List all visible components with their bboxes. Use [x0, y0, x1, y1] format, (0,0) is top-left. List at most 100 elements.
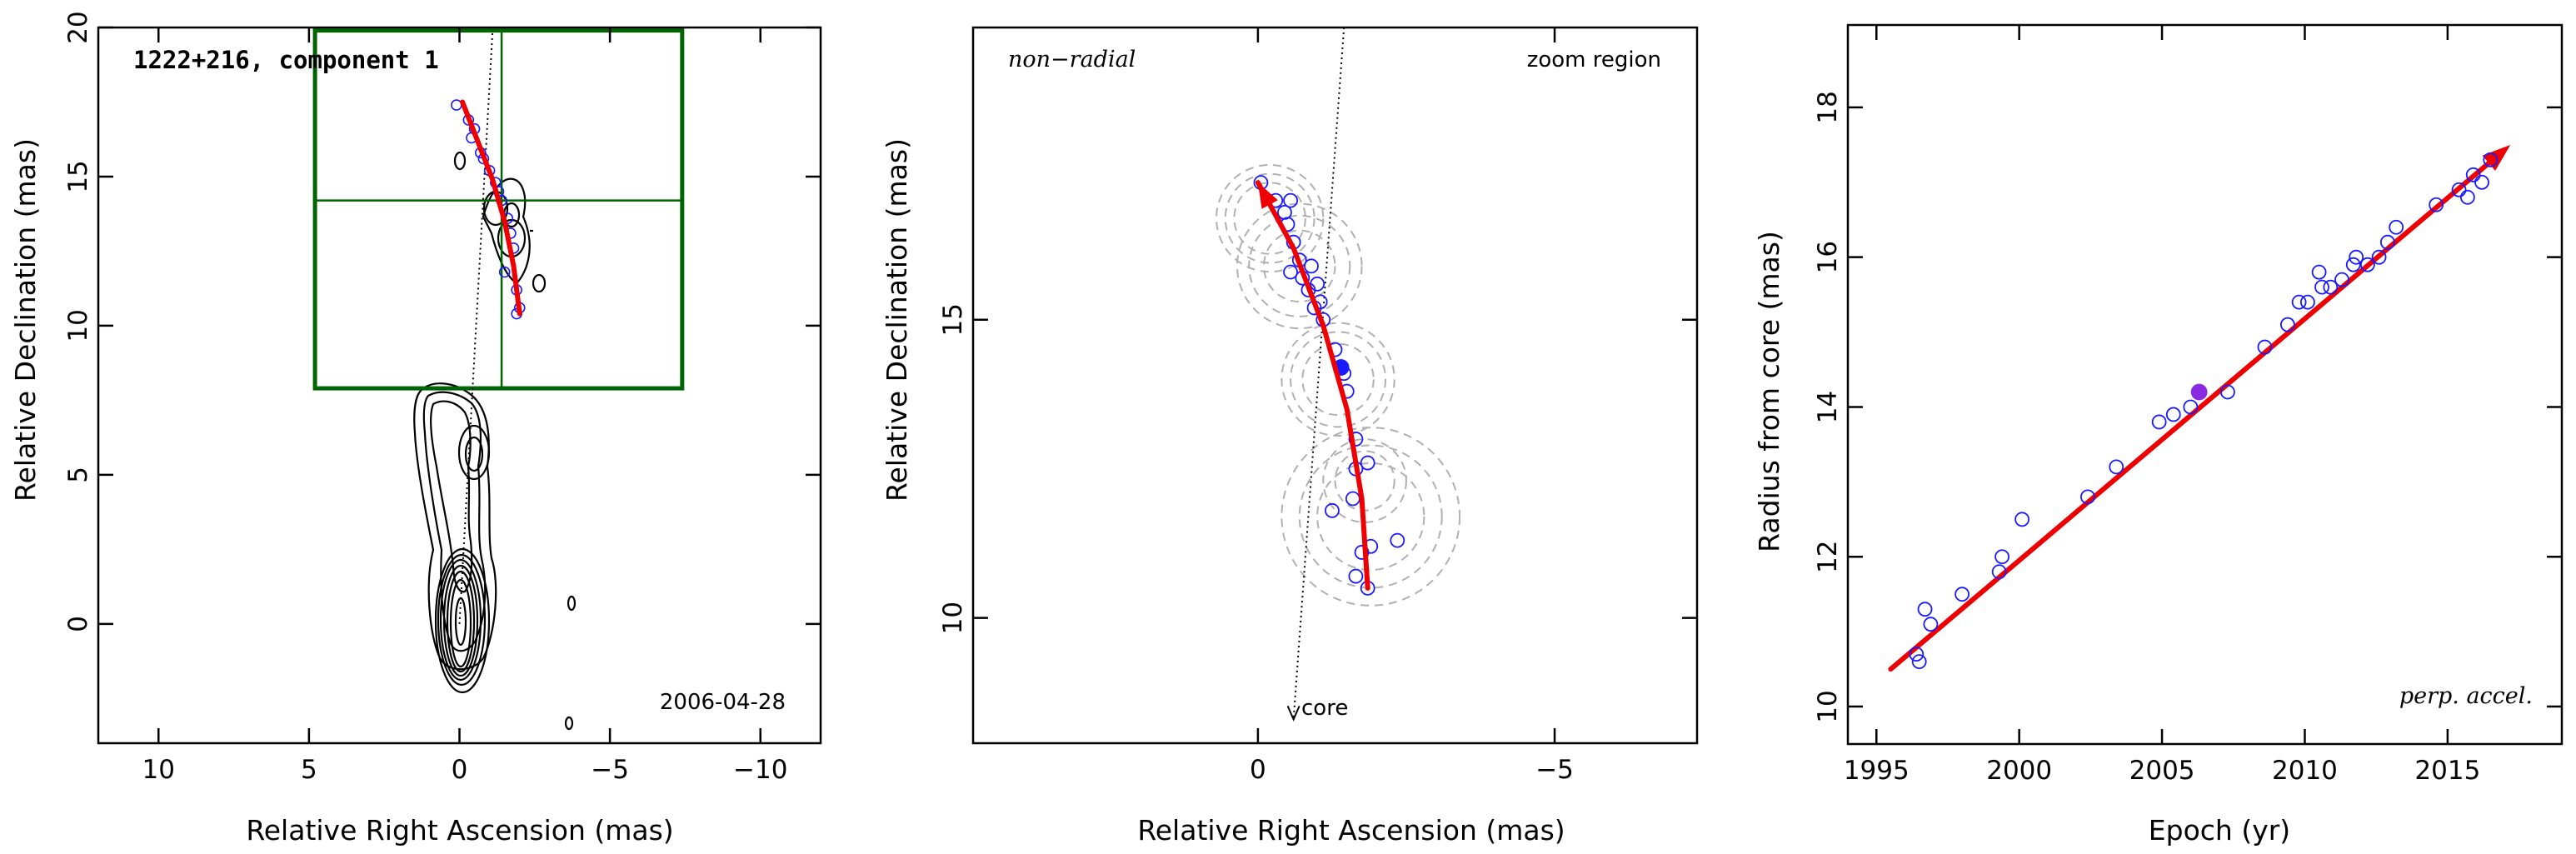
- radius-axes: 1995 2000 2005 2010 2015 10 12 14 16 18: [1813, 23, 2564, 786]
- non-radial-label: non−radial: [1008, 47, 1136, 72]
- map-y-tick-label: 10: [63, 309, 93, 342]
- data-point: [1360, 455, 1375, 471]
- data-point: [2334, 272, 2349, 287]
- radius-fit-arrow: [1888, 144, 2511, 672]
- ghost-circle: [1290, 331, 1387, 428]
- ghost-circles: [1216, 163, 1461, 607]
- data-point: [2280, 317, 2295, 332]
- data-point: [2300, 294, 2315, 310]
- data-point: [2379, 234, 2395, 250]
- map-x-tick-label: 10: [142, 755, 175, 785]
- zoom-panel: 0 −5 10 15 non−radial zoom region core Rela…: [881, 26, 1699, 847]
- map-x-axis-title: Relative Right Ascension (mas): [246, 814, 673, 847]
- data-point: [451, 99, 462, 111]
- data-point: [2429, 197, 2444, 212]
- data-point: [1923, 617, 1939, 632]
- date-label: 2006-04-28: [660, 690, 786, 715]
- radius-points: [1909, 152, 2499, 670]
- fit-line: [1888, 160, 2492, 672]
- radius-x-tick-label: 1995: [1844, 756, 1910, 786]
- map-frame: [97, 26, 822, 745]
- data-point: [1390, 532, 1405, 548]
- data-point: [1954, 587, 1970, 602]
- radius-y-tick-label: 14: [1813, 391, 1843, 423]
- zoom-region-label: zoom region: [1527, 47, 1661, 72]
- data-point: [1310, 276, 1325, 292]
- zoom-x-axis-title: Relative Right Ascension (mas): [1137, 814, 1565, 847]
- data-point: [2314, 279, 2329, 295]
- zoom-box-frame: [312, 28, 685, 391]
- ghost-circle: [1224, 172, 1315, 264]
- map-y-tick-label: 15: [63, 160, 93, 192]
- map-title: 1222+216, component 1: [133, 46, 439, 74]
- data-point: [2371, 249, 2387, 265]
- data-point: [2257, 339, 2273, 355]
- ghost-circle: [1281, 427, 1461, 607]
- core-arrowhead: [1286, 705, 1300, 722]
- highlight-point: [2190, 383, 2208, 401]
- zoom-y-tick-label: 15: [938, 303, 968, 336]
- ghost-circle: [1322, 438, 1407, 523]
- ghost-circle: [1263, 229, 1336, 303]
- radius-x-tick-label: 2015: [2414, 756, 2480, 786]
- ghost-circle: [1281, 322, 1395, 437]
- data-point: [1991, 564, 2007, 580]
- data-point: [1283, 192, 1298, 208]
- ghost-circle: [1233, 182, 1306, 255]
- radius-y-tick-label: 12: [1813, 541, 1843, 573]
- radius-x-tick-label: 2000: [1986, 756, 2052, 786]
- fit-curve: [460, 99, 522, 317]
- ghost-circle: [1334, 450, 1395, 512]
- ghost-circle: [1301, 342, 1375, 417]
- data-point: [2080, 489, 2095, 505]
- data-point: [2345, 257, 2361, 272]
- data-point: [2151, 414, 2167, 430]
- data-point: [498, 266, 511, 278]
- data-point: [2483, 152, 2499, 167]
- data-point: [1911, 654, 1927, 670]
- data-point: [2311, 264, 2327, 280]
- data-point: [2291, 294, 2307, 310]
- fit-curve-line: [460, 99, 522, 317]
- core-path-line: [458, 30, 494, 624]
- data-point: [1348, 568, 1364, 584]
- ghost-circle: [1236, 202, 1363, 330]
- data-point: [2323, 279, 2339, 295]
- data-point: [2474, 174, 2489, 190]
- map-y-tick-label: 0: [63, 616, 93, 632]
- radius-x-tick-label: 2005: [2129, 756, 2195, 786]
- data-point: [2389, 219, 2404, 235]
- map-x-tick-label: −10: [733, 755, 787, 785]
- radius-y-tick-label: 16: [1813, 241, 1843, 273]
- data-point: [1304, 258, 1319, 274]
- map-y-tick-label: 5: [63, 467, 93, 483]
- data-point: [1909, 647, 1925, 662]
- zoom-y-tick-label: 10: [938, 602, 968, 634]
- map-x-tick-label: 5: [301, 755, 317, 785]
- data-point: [1283, 264, 1298, 280]
- map-y-axis-title: Relative Declination (mas): [9, 138, 42, 502]
- zoom-frame: [971, 26, 1699, 745]
- data-point: [1917, 602, 1933, 617]
- radius-y-tick-label: 10: [1813, 690, 1843, 722]
- core-dotted-line: [1292, 27, 1345, 720]
- ghost-circle: [1216, 163, 1325, 273]
- data-point: [2459, 189, 2475, 205]
- data-point: [2465, 167, 2481, 182]
- data-point: [1994, 549, 2010, 565]
- core-dotted-line: [458, 30, 494, 624]
- zoom-fit-curve: [1255, 180, 1370, 591]
- radius-panel: 1995 2000 2005 2010 2015 10 12 14 16 18 perp. acc…: [1753, 23, 2564, 847]
- fit-curve-line: [1255, 180, 1370, 591]
- perp-accel-label: perp. accel.: [2399, 683, 2533, 709]
- ghost-circle: [1248, 214, 1351, 317]
- map-axes: 10 5 0 −5 −10 0 5 10 15 20: [63, 11, 822, 785]
- data-point: [2451, 182, 2467, 197]
- radius-y-axis-title: Radius from core (mas): [1753, 231, 1785, 552]
- data-point: [2165, 407, 2181, 422]
- data-point: [1348, 432, 1364, 447]
- radius-x-tick-label: 2010: [2272, 756, 2338, 786]
- data-point: [2349, 249, 2364, 265]
